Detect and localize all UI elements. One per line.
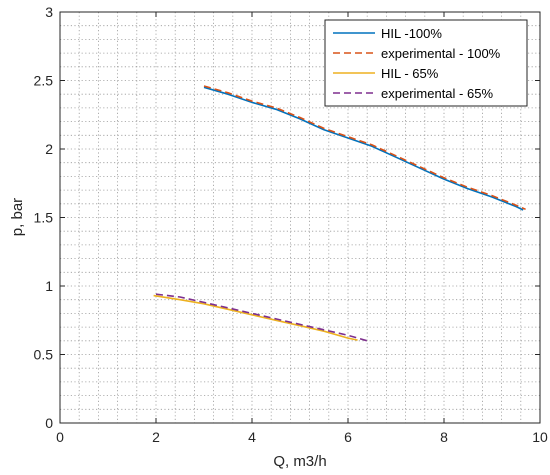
legend-label: HIL -100% (381, 26, 442, 41)
x-tick-label: 2 (152, 429, 160, 445)
y-tick-label: 1.5 (34, 210, 54, 226)
x-tick-label: 4 (248, 429, 256, 445)
y-tick-label: 2.5 (34, 73, 54, 89)
x-axis-label: Q, m3/h (273, 453, 326, 470)
series-line-1 (203, 86, 524, 211)
series-line-2 (203, 85, 526, 211)
series-line-3 (153, 294, 358, 341)
x-tick-label: 0 (56, 429, 64, 445)
y-tick-label: 3 (45, 4, 53, 20)
legend-box (324, 19, 528, 107)
x-tick-label: 6 (344, 429, 352, 445)
grid (60, 12, 540, 423)
x-tick-label: 10 (532, 429, 548, 445)
y-tick-label: 1 (45, 278, 53, 294)
axis-ticks: 0 2 4 6 8 10 0 0.5 1 1.5 2 2.5 3 (34, 4, 548, 445)
x-tick-label: 8 (440, 429, 448, 445)
legend-label: experimental - 100% (381, 46, 501, 61)
y-tick-label: 0.5 (34, 347, 54, 363)
legend-label: HIL - 65% (381, 66, 439, 81)
series-line-4 (155, 293, 368, 342)
y-tick-label: 0 (45, 415, 53, 431)
y-tick-label: 2 (45, 141, 53, 157)
legend: HIL -100% experimental - 100% HIL - 65% exp… (324, 19, 528, 107)
series-lines (153, 85, 526, 342)
y-axis-label: p, bar (9, 198, 26, 236)
legend-label: experimental - 65% (381, 86, 493, 101)
